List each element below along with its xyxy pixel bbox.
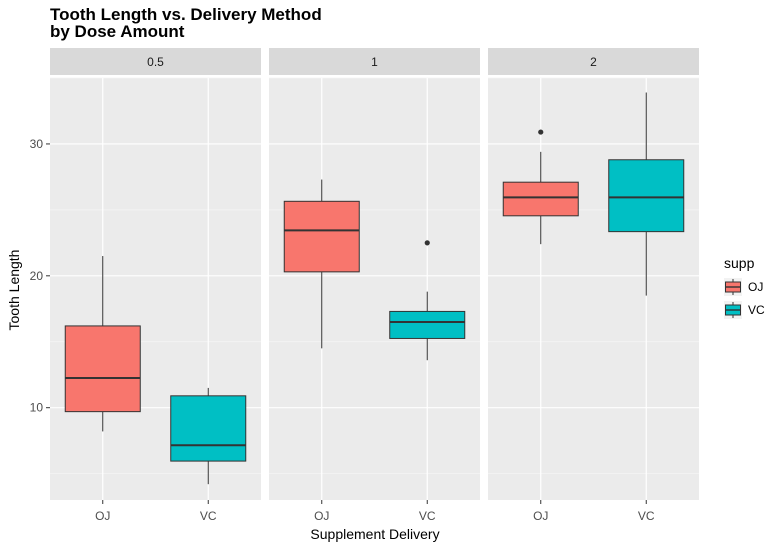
chart-title-block: Tooth Length vs. Delivery Method by Dose… [50, 6, 322, 40]
facet-strip [50, 48, 261, 75]
box-vc [170, 395, 247, 462]
x-axis-tick-label: OJ [95, 509, 110, 523]
facet-strip-label: 0.5 [147, 55, 164, 69]
outlier-point [538, 129, 544, 135]
facet-strip-label: 1 [371, 55, 378, 69]
y-axis-tick-label: 10 [30, 401, 44, 415]
y-axis-tick-label: 20 [30, 269, 44, 283]
box-vc [608, 159, 685, 233]
x-axis-tick-label: VC [419, 509, 436, 523]
y-axis-title: Tooth Length [6, 250, 22, 331]
facet-strip [269, 48, 480, 75]
box-oj [283, 200, 360, 273]
box-oj [64, 325, 141, 413]
legend-label: VC [748, 303, 765, 317]
y-axis-tick-label: 30 [30, 137, 44, 151]
x-axis-tick-label: OJ [533, 509, 548, 523]
outlier-point [424, 240, 430, 246]
facet-panel-background [269, 78, 480, 500]
box-oj [502, 181, 579, 217]
x-axis-tick-label: VC [638, 509, 655, 523]
legend-title: supp [724, 255, 755, 271]
x-axis-tick-label: OJ [314, 509, 329, 523]
facet-panel-background [488, 78, 699, 500]
box-vc [389, 310, 466, 339]
chart-subtitle: by Dose Amount [50, 22, 185, 41]
legend-label: OJ [748, 280, 763, 294]
facet-strip-label: 2 [590, 55, 597, 69]
x-axis-tick-label: VC [200, 509, 217, 523]
x-axis-title: Supplement Delivery [310, 526, 439, 542]
chart-title: Tooth Length vs. Delivery Method [50, 5, 322, 24]
facet-strip [488, 48, 699, 75]
